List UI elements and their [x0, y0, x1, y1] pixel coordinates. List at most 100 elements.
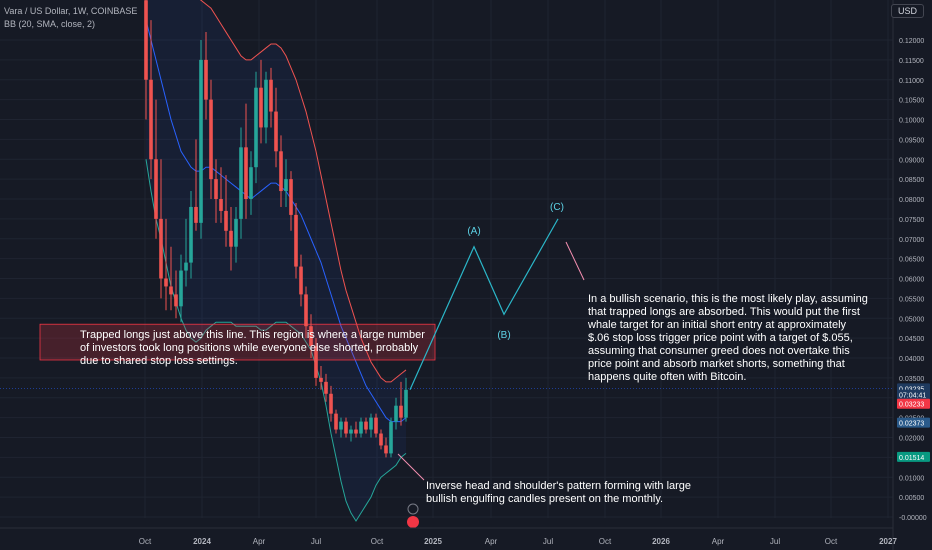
y-tick-label: 0.06000 [899, 277, 924, 284]
candle-body [274, 111, 278, 152]
candle-body [184, 262, 188, 271]
candle-body [259, 87, 263, 128]
y-tick-label: -0.00000 [899, 515, 927, 522]
candle-body [279, 151, 283, 192]
candle-body [324, 381, 328, 394]
x-tick-label: Oct [139, 537, 152, 546]
candle-body [394, 405, 398, 422]
candle-body [364, 421, 368, 430]
candle-body [194, 206, 198, 223]
y-tick-label: 0.10000 [899, 118, 924, 125]
candle-body [204, 59, 208, 100]
candle-body [344, 421, 348, 434]
candle-body [329, 393, 333, 414]
candle-body [154, 159, 158, 219]
candle-body [174, 294, 178, 307]
y-tick-label: 0.04000 [899, 356, 924, 363]
candle-body [249, 167, 253, 199]
bollinger-upper-line [199, 0, 407, 383]
bollinger-band-fill [146, 0, 406, 521]
bollinger-lower-line [145, 159, 407, 522]
candle-body [389, 421, 393, 454]
trapped-longs-zone [39, 323, 436, 361]
price-badge [897, 417, 930, 428]
x-tick-label: 2027 [879, 537, 897, 546]
candle-body [359, 421, 363, 434]
candle-body [214, 179, 218, 199]
y-tick-label: 0.06500 [899, 257, 924, 264]
candle-body [254, 87, 258, 168]
y-tick-label: 0.07000 [899, 237, 924, 244]
candle-body [299, 266, 303, 295]
y-tick-label: 0.01000 [899, 475, 924, 482]
flash-event-icon [407, 503, 419, 515]
y-tick-label: 0.04500 [899, 336, 924, 343]
candle-body [189, 206, 193, 263]
price-badge-label: 0.03233 [899, 402, 924, 409]
candle-body [404, 389, 408, 418]
y-tick-label: 0.07500 [899, 217, 924, 224]
y-tick-label: 0.05500 [899, 296, 924, 303]
candle-body [224, 210, 228, 231]
candle-body [369, 417, 373, 430]
candle-body [349, 429, 353, 434]
x-tick-label: Oct [371, 537, 384, 546]
x-tick-label: 2026 [652, 537, 670, 546]
candle-body [384, 445, 388, 454]
candle-body [164, 278, 168, 287]
inverse-hs-pointer [397, 453, 425, 481]
candle-body [284, 179, 288, 192]
price-badge [897, 389, 930, 400]
candle-body [234, 218, 238, 247]
y-tick-label: 0.05000 [899, 316, 924, 323]
x-tick-label: Oct [825, 537, 838, 546]
candle-body [294, 214, 298, 267]
price-badge [897, 451, 930, 462]
candle-body [269, 79, 273, 112]
candle-body [229, 230, 233, 247]
y-tick-label: 0.08500 [899, 177, 924, 184]
x-tick-label: 2025 [424, 537, 442, 546]
candle-body [304, 294, 308, 327]
currency-button[interactable]: USD [890, 4, 924, 18]
wave-label-c: (C) [550, 202, 564, 213]
y-tick-label: 0.02000 [899, 436, 924, 443]
candle-body [219, 199, 223, 211]
x-tick-label: Jul [311, 537, 321, 546]
y-tick-label: 0.11500 [899, 58, 924, 65]
indicator-line: BB (20, SMA, close, 2) [4, 19, 96, 29]
price-badge-label: 07:04:41 [899, 393, 926, 400]
wave-label-b: (B) [497, 330, 510, 341]
chart-legend: Vara / US Dollar, 1W, COINBASE BB (20, S… [4, 5, 137, 31]
bullish-note-pointer [565, 241, 585, 281]
bullish-scenario-note: In a bullish scenario, this is the most … [588, 293, 868, 383]
candle-body [399, 405, 403, 418]
price-badge-label: 0.01514 [899, 455, 924, 462]
x-tick-label: Apr [485, 537, 498, 546]
x-tick-label: Jul [770, 537, 780, 546]
inverse-head-shoulders-note: Inverse head and shoulder's pattern form… [426, 480, 692, 505]
x-tick-label: Apr [253, 537, 266, 546]
x-tick-label: Jul [543, 537, 553, 546]
candle-body [374, 417, 378, 434]
symbol-line: Vara / US Dollar, 1W, COINBASE [4, 6, 138, 16]
candle-body [319, 377, 323, 382]
y-tick-label: 0.10500 [899, 98, 924, 105]
candle-body [339, 421, 343, 430]
candle-body [179, 270, 183, 307]
candle-body [199, 59, 203, 223]
price-badge [897, 398, 930, 409]
candle-body [334, 413, 338, 430]
candle-body [159, 218, 163, 279]
candle-body [209, 99, 213, 180]
candle-body [144, 0, 148, 80]
candle-body [244, 147, 248, 199]
projection-path [409, 218, 559, 391]
candle-body [264, 79, 268, 128]
candle-body [289, 179, 293, 215]
wave-label-a: (A) [467, 226, 480, 237]
trapped-longs-note: Trapped longs just above this line. This… [80, 329, 425, 367]
price-badge-label: 0.02373 [899, 421, 924, 428]
